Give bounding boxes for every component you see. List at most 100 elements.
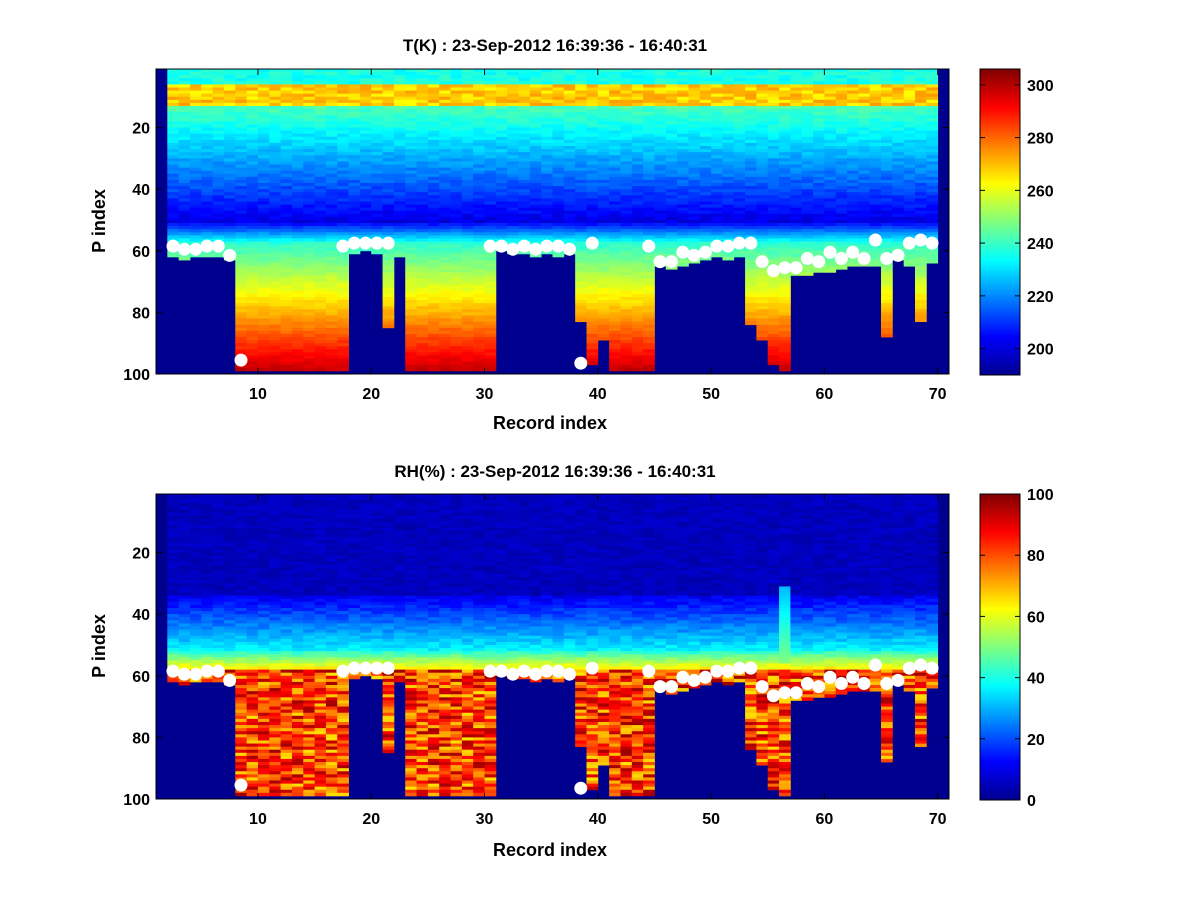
heatmap-cell xyxy=(654,179,667,184)
heatmap-cell xyxy=(767,337,780,341)
heatmap-cell xyxy=(484,72,497,76)
heatmap-cell xyxy=(314,238,327,242)
heatmap-cell xyxy=(869,164,882,168)
heatmap-cell xyxy=(416,306,429,310)
heatmap-cell xyxy=(609,355,621,359)
heatmap-cell xyxy=(745,139,757,144)
heatmap-cell xyxy=(427,146,440,150)
heatmap-cell xyxy=(688,192,701,196)
heatmap-cell xyxy=(461,352,474,356)
heatmap-cell xyxy=(246,201,259,205)
heatmap-cell xyxy=(416,164,429,168)
heatmap-cell xyxy=(541,235,553,239)
heatmap-cell xyxy=(688,167,701,172)
heatmap-cell xyxy=(507,130,519,135)
heatmap-cell xyxy=(824,99,837,104)
heatmap-cell xyxy=(586,337,599,341)
heatmap-cell xyxy=(450,337,463,341)
heatmap-cell xyxy=(359,219,372,224)
heatmap-cell xyxy=(325,358,338,363)
heatmap-cell xyxy=(541,130,553,135)
heatmap-cell xyxy=(461,167,474,172)
heatmap-cell xyxy=(439,333,451,338)
heatmap-cell xyxy=(314,318,327,323)
heatmap-cell xyxy=(495,207,508,212)
heatmap-cell xyxy=(405,152,417,156)
heatmap-cell xyxy=(631,93,644,98)
heatmap-cell xyxy=(620,346,633,350)
heatmap-cell xyxy=(461,223,474,227)
heatmap-cell xyxy=(212,127,225,132)
heatmap-cell xyxy=(869,127,882,132)
heatmap-cell xyxy=(303,238,315,242)
heatmap-cell xyxy=(858,75,871,79)
heatmap-cell xyxy=(677,75,689,79)
heatmap-cell xyxy=(235,109,248,113)
heatmap-cell xyxy=(699,133,712,138)
heatmap-cell xyxy=(745,124,757,128)
heatmap-cell xyxy=(348,229,361,233)
heatmap-cell xyxy=(212,96,225,101)
heatmap-cell xyxy=(235,127,248,132)
heatmap-cell xyxy=(303,343,315,347)
heatmap-cell xyxy=(881,247,893,252)
heatmap-cell xyxy=(609,161,621,165)
heatmap-cell xyxy=(450,287,463,292)
heatmap-cell xyxy=(518,149,531,153)
heatmap-cell xyxy=(371,112,383,116)
heatmap-cell xyxy=(801,232,814,236)
heatmap-cell xyxy=(790,229,803,233)
heatmap-cell xyxy=(212,179,225,184)
heatmap-cell xyxy=(303,210,315,215)
heatmap-cell xyxy=(597,216,610,221)
heatmap-cell xyxy=(246,355,259,359)
heatmap-cell xyxy=(439,210,451,215)
heatmap-cell xyxy=(654,90,667,95)
heatmap-cell xyxy=(609,149,621,153)
heatmap-cell xyxy=(881,182,893,187)
heatmap-cell xyxy=(779,105,791,110)
heatmap-cell xyxy=(359,75,372,79)
heatmap-cell xyxy=(688,78,701,82)
heatmap-cell xyxy=(439,349,451,353)
heatmap-cell xyxy=(654,84,667,88)
heatmap-cell xyxy=(325,229,338,233)
heatmap-cell xyxy=(801,115,814,119)
heatmap-cell xyxy=(507,142,519,147)
heatmap-cell xyxy=(643,167,655,172)
heatmap-cell xyxy=(801,219,814,224)
heatmap-cell xyxy=(869,105,882,110)
heatmap-cell xyxy=(529,112,542,116)
heatmap-cell xyxy=(597,161,610,165)
heatmap-cell xyxy=(484,210,497,215)
heatmap-cell xyxy=(575,303,587,307)
heatmap-cell xyxy=(405,182,417,187)
heatmap-cell xyxy=(257,179,270,184)
heatmap-cell xyxy=(246,176,259,181)
heatmap-cell xyxy=(473,149,485,153)
heatmap-cell xyxy=(609,152,621,156)
heatmap-cell xyxy=(246,210,259,215)
heatmap-cell xyxy=(382,142,395,147)
heatmap-cell xyxy=(643,343,655,347)
heatmap-cell xyxy=(223,105,236,110)
heatmap-cell xyxy=(178,139,191,144)
heatmap-cell xyxy=(586,127,599,132)
heatmap-cell xyxy=(427,219,440,224)
heatmap-cell xyxy=(541,149,553,153)
heatmap-cell xyxy=(291,152,304,156)
heatmap-cell xyxy=(427,136,440,141)
heatmap-cell xyxy=(235,250,248,255)
heatmap-cell xyxy=(280,115,293,119)
heatmap-cell xyxy=(756,272,769,276)
heatmap-cell xyxy=(314,300,327,304)
heatmap-cell xyxy=(337,229,349,233)
heatmap-cell xyxy=(450,260,463,264)
heatmap-cell xyxy=(767,229,780,233)
heatmap-cell xyxy=(620,204,633,209)
heatmap-cell xyxy=(733,99,746,104)
heatmap-cell xyxy=(654,109,667,113)
heatmap-cell xyxy=(257,333,270,338)
heatmap-cell xyxy=(643,281,655,286)
heatmap-cell xyxy=(405,278,417,282)
